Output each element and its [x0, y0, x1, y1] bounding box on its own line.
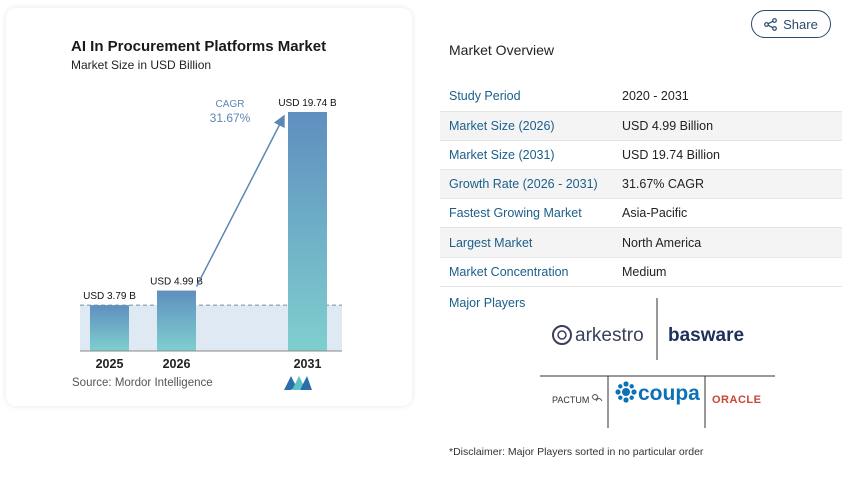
overview-row: Market Size (2031) USD 19.74 Billion: [440, 140, 842, 171]
overview-table: Study Period 2020 - 2031 Market Size (2026…: [440, 82, 842, 287]
cagr-label: CAGR: [216, 99, 245, 110]
mordor-logo-icon: [284, 376, 312, 390]
overview-key: Market Size (2026): [440, 111, 622, 141]
bar-2031: [288, 112, 327, 351]
data-label-2025: USD 3.79 B: [83, 291, 136, 302]
overview-row: Market Size (2026) USD 4.99 Billion: [440, 111, 842, 141]
coupa-logo: coupa: [615, 381, 700, 405]
overview-key: Study Period: [440, 82, 622, 112]
overview-key: Largest Market: [440, 227, 622, 258]
major-players-title: Major Players: [449, 296, 526, 310]
cagr-arrow: [195, 114, 285, 287]
pactum-logo-text: PACTUM: [552, 395, 589, 405]
oracle-logo: ORACLE: [712, 394, 761, 406]
share-button[interactable]: Share: [751, 10, 831, 38]
overview-value: Asia-Pacific: [622, 198, 842, 229]
overview-value: 31.67% CAGR: [622, 169, 842, 200]
overview-value: USD 4.99 Billion: [622, 111, 842, 141]
overview-row: Growth Rate (2026 - 2031) 31.67% CAGR: [440, 169, 842, 200]
overview-row: Largest Market North America: [440, 227, 842, 258]
cagr-value: 31.67%: [210, 111, 251, 125]
arkestro-logo-text: arkestro: [575, 325, 644, 346]
overview-value: 2020 - 2031: [622, 82, 842, 112]
overview-title: Market Overview: [449, 42, 555, 58]
bar-chart: USD 3.79 B 2025 USD 4.99 B 2026 USD 19.74 B 2…: [80, 98, 342, 371]
overview-row: Market Concentration Medium: [440, 257, 842, 287]
overview-key: Growth Rate (2026 - 2031): [440, 169, 622, 200]
tick-label-2026: 2026: [163, 357, 191, 371]
share-icon: [764, 17, 778, 31]
chart-title: AI In Procurement Platforms Market: [71, 38, 327, 55]
tick-label-2025: 2025: [96, 357, 124, 371]
coupa-logo-text: coupa: [638, 382, 700, 405]
pactum-logo: PACTUM: [552, 394, 603, 405]
players-disclaimer: *Disclaimer: Major Players sorted in no …: [449, 446, 704, 458]
tick-label-2031: 2031: [294, 357, 322, 371]
data-label-2026: USD 4.99 B: [150, 277, 203, 288]
bar-2025: [90, 305, 129, 351]
chart-source: Source: Mordor Intelligence: [72, 377, 213, 389]
overview-key: Fastest Growing Market: [440, 198, 622, 229]
arkestro-logo: arkestro: [552, 325, 644, 346]
overview-value: Medium: [622, 257, 842, 287]
bar-2026: [157, 290, 196, 351]
overview-row: Study Period 2020 - 2031: [440, 82, 842, 112]
data-label-2031: USD 19.74 B: [278, 98, 337, 109]
overview-value: North America: [622, 227, 842, 258]
overview-value: USD 19.74 Billion: [622, 140, 842, 171]
overview-key: Market Size (2031): [440, 140, 622, 171]
chart-subtitle: Market Size in USD Billion: [71, 58, 212, 72]
overview-key: Market Concentration: [440, 257, 622, 287]
major-players-logos: arkestro basware PACTUM coupa ORACLE: [540, 298, 775, 428]
share-label: Share: [783, 16, 818, 32]
basware-logo: basware: [668, 325, 744, 346]
overview-row: Fastest Growing Market Asia-Pacific: [440, 198, 842, 229]
